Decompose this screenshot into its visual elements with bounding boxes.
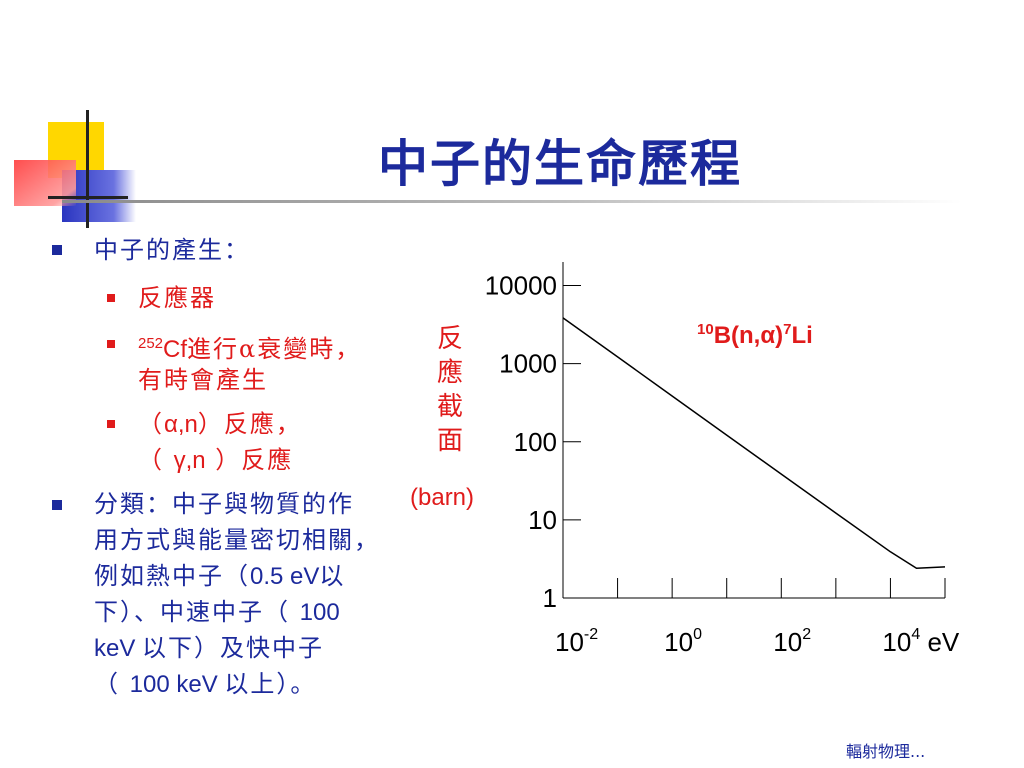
series-line (562, 317, 946, 570)
energy-value: 0.5 eV (250, 563, 320, 590)
bullet-marker (52, 500, 62, 510)
footer-text: 輻射物理... (846, 742, 926, 761)
energy-unit: keV (94, 635, 143, 662)
sub-bullet-1: 反應器 (138, 284, 216, 312)
y-axis-unit: (barn) (410, 484, 475, 511)
text: 例如熱中子（ (94, 562, 250, 590)
sub-bullet-3-line2: （ γ,n ）反應 (138, 442, 293, 479)
bullet-2-line6: （ 100 keV 以上）。 (94, 666, 316, 703)
sub-bullet-2-line2: 有時會產生 (138, 366, 268, 394)
y-tick-label: 100 (514, 427, 557, 457)
sub-bullet-marker (107, 294, 115, 302)
y-axis-label: 反應截面 (436, 324, 463, 456)
text: 以 (319, 562, 346, 590)
bullet-2-line1: 分類：中子與物質的作 (94, 490, 354, 518)
bullet-2-line2: 用方式與能量密切相關， (94, 526, 380, 554)
x-tick-label: 102 (773, 626, 811, 657)
x-tick-label: 10-2 (555, 626, 598, 657)
slide-title: 中子的生命歷程 (378, 135, 742, 193)
chart-title-mid: B(n,α) (714, 322, 783, 349)
y-tick-label: 10000 (485, 271, 557, 301)
reaction-symbol: α,n (164, 411, 198, 438)
chart-title: 10B(n,α)7Li (697, 321, 813, 349)
bullet-2-line3: 例如熱中子（0.5 eV以 (94, 558, 345, 595)
reaction-symbol: γ,n (173, 447, 206, 474)
text: （ (94, 670, 130, 698)
sub-bullet-marker (107, 420, 115, 428)
isotope-symbol: Cf (163, 336, 188, 363)
chart-title-sup2: 7 (783, 321, 791, 338)
sub-bullet-2: 252Cf進行α衰變時， (138, 326, 361, 368)
bullet-2-line4: 下）、中速中子（ 100 (94, 594, 340, 631)
bullet-1-text: 中子的產生： (94, 236, 250, 264)
chart-axes (562, 262, 945, 599)
bullet-marker (52, 245, 62, 255)
reaction-text: ）反應 (205, 446, 294, 474)
isotope-mass: 252 (138, 335, 164, 352)
y-tick-label: 1000 (499, 349, 557, 379)
x-tick-label: 100 (664, 626, 702, 657)
text: 以上）。 (224, 670, 317, 698)
reaction-text: ）反應， (197, 410, 302, 438)
energy-value: 100 keV (129, 671, 225, 698)
x-tick-label: 104 eV (882, 626, 960, 657)
bullet-2-line5: keV 以下）及快中子 (94, 630, 324, 667)
paren: （ (138, 446, 174, 474)
y-tick-label: 10 (528, 505, 557, 535)
chart-title-end: Li (791, 322, 812, 349)
y-tick-label: 1 (543, 583, 557, 613)
text: 以下）及快中子 (142, 634, 325, 662)
text: 下）、中速中子（ (94, 598, 300, 626)
sub-bullet-2-rest: 進行α衰變時， (187, 335, 362, 363)
paren: （ (138, 410, 164, 438)
title-divider (62, 200, 962, 203)
sub-bullet-3-line1: （α,n）反應， (138, 406, 302, 443)
energy-value: 100 (299, 599, 340, 626)
chart-title-sup1: 10 (697, 321, 714, 338)
sub-bullet-marker (107, 340, 115, 348)
